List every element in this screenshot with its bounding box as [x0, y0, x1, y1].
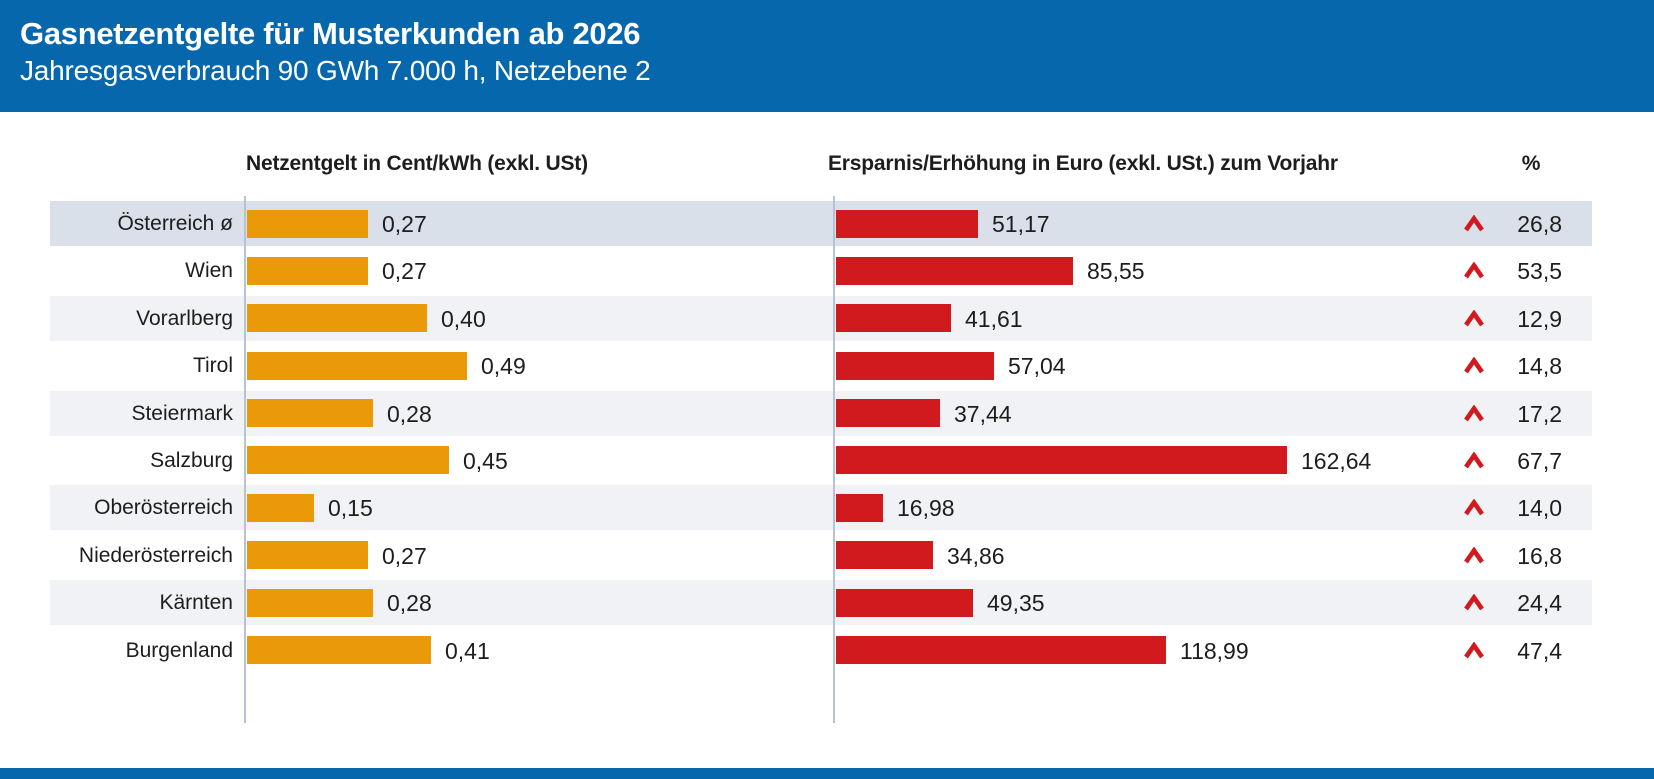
netzentgelt-bar — [247, 636, 431, 665]
ersparnis-value: 41,61 — [965, 305, 1023, 332]
netzentgelt-bar — [247, 209, 368, 238]
chevron-up-icon — [1463, 309, 1485, 327]
netzentgelt-bar — [247, 351, 467, 380]
table-row: Tirol 0,49 57,04 14,8 — [50, 343, 1592, 388]
ersparnis-bar — [836, 446, 1287, 475]
chevron-up-icon — [1463, 640, 1485, 659]
axis-baseline-right — [833, 196, 835, 723]
netzentgelt-value: 0,49 — [481, 353, 526, 380]
column-header-percent: % — [1521, 152, 1541, 175]
region-label: Kärnten — [159, 591, 233, 615]
netzentgelt-value: 0,28 — [387, 400, 432, 427]
percent-value: 16,8 — [1517, 542, 1562, 569]
chevron-up-icon — [1463, 451, 1485, 469]
netzentgelt-bar — [247, 541, 368, 570]
netzentgelt-value: 0,27 — [382, 542, 427, 569]
ersparnis-bar — [836, 256, 1073, 285]
ersparnis-bar — [836, 351, 994, 380]
netzentgelt-value: 0,41 — [445, 637, 490, 664]
netzentgelt-value: 0,40 — [441, 305, 486, 332]
percent-value: 24,4 — [1517, 590, 1562, 617]
percent-value: 14,0 — [1517, 495, 1562, 522]
region-label: Wien — [185, 259, 233, 283]
ersparnis-bar — [836, 399, 940, 428]
column-header-ersparnis: Ersparnis/Erhöhung in Euro (exkl. USt.) … — [828, 152, 1338, 175]
ersparnis-value: 85,55 — [1087, 258, 1145, 285]
table-row: Niederösterreich 0,27 34,86 16,8 — [50, 533, 1592, 578]
region-label: Vorarlberg — [136, 306, 233, 330]
chevron-up-icon — [1463, 546, 1485, 564]
netzentgelt-value: 0,45 — [463, 447, 508, 474]
netzentgelt-bar — [247, 493, 314, 522]
region-label: Niederösterreich — [78, 543, 233, 567]
ersparnis-bar — [836, 493, 883, 522]
netzentgelt-value: 0,28 — [387, 590, 432, 617]
page-title: Gasnetzentgelte für Musterkunden ab 2026 — [20, 16, 641, 51]
netzentgelt-bar — [247, 446, 449, 475]
region-label: Oberösterreich — [94, 496, 233, 520]
table-row: Wien 0,27 85,55 53,5 — [50, 248, 1592, 293]
ersparnis-bar — [836, 304, 951, 333]
table-row: Steiermark 0,28 37,44 17,2 — [50, 390, 1592, 436]
chevron-up-icon — [1463, 356, 1485, 374]
axis-baseline-left — [244, 196, 246, 723]
ersparnis-value: 51,17 — [992, 211, 1050, 237]
netzentgelt-bar — [247, 588, 373, 617]
ersparnis-bar — [836, 588, 973, 617]
ersparnis-value: 34,86 — [947, 542, 1005, 569]
ersparnis-value: 57,04 — [1008, 353, 1066, 380]
region-label: Steiermark — [131, 401, 233, 425]
table-row: Vorarlberg 0,40 41,61 12,9 — [50, 295, 1592, 341]
ersparnis-value: 162,64 — [1301, 447, 1372, 474]
ersparnis-bar — [836, 209, 978, 238]
percent-value: 26,8 — [1517, 211, 1562, 237]
netzentgelt-bar — [247, 256, 368, 285]
netzentgelt-value: 0,27 — [382, 211, 427, 237]
chevron-up-icon — [1463, 593, 1485, 611]
netzentgelt-value: 0,15 — [328, 495, 373, 522]
table-row: Salzburg 0,45 162,64 67,7 — [50, 438, 1592, 483]
column-header-netzentgelt: Netzentgelt in Cent/kWh (exkl. USt) — [246, 152, 588, 175]
ersparnis-value: 118,99 — [1180, 637, 1249, 664]
region-label: Salzburg — [150, 448, 233, 472]
ersparnis-value: 37,44 — [954, 400, 1012, 427]
region-label: Burgenland — [125, 638, 233, 662]
footer-bar — [0, 768, 1654, 779]
table-row: Burgenland 0,41 118,99 47,4 — [50, 628, 1592, 673]
title-banner: Gasnetzentgelte für Musterkunden ab 2026… — [0, 0, 1654, 112]
chart-rows: Österreich ø 0,27 51,17 26,8 Wien 0,27 85,55 53… — [50, 201, 1592, 675]
percent-value: 12,9 — [1517, 305, 1562, 332]
ersparnis-bar — [836, 541, 933, 570]
netzentgelt-bar — [247, 399, 373, 428]
table-row: Oberösterreich 0,15 16,98 14,0 — [50, 485, 1592, 531]
percent-value: 14,8 — [1517, 353, 1562, 380]
table-row: Kärnten 0,28 49,35 24,4 — [50, 580, 1592, 626]
chevron-up-icon — [1463, 261, 1485, 279]
percent-value: 67,7 — [1517, 447, 1562, 474]
region-label: Tirol — [192, 354, 233, 378]
region-label: Österreich ø — [117, 212, 233, 235]
netzentgelt-value: 0,27 — [382, 258, 427, 285]
percent-value: 53,5 — [1517, 258, 1562, 285]
percent-value: 47,4 — [1517, 637, 1562, 664]
percent-value: 17,2 — [1517, 400, 1562, 427]
chevron-up-icon — [1463, 498, 1485, 516]
ersparnis-value: 49,35 — [987, 590, 1045, 617]
chevron-up-icon — [1463, 404, 1485, 422]
page-subtitle: Jahresgasverbrauch 90 GWh 7.000 h, Netze… — [20, 55, 651, 86]
ersparnis-value: 16,98 — [897, 495, 955, 522]
table-row: Österreich ø 0,27 51,17 26,8 — [50, 201, 1592, 246]
netzentgelt-bar — [247, 304, 427, 333]
ersparnis-bar — [836, 636, 1166, 665]
chevron-up-icon — [1463, 214, 1485, 232]
